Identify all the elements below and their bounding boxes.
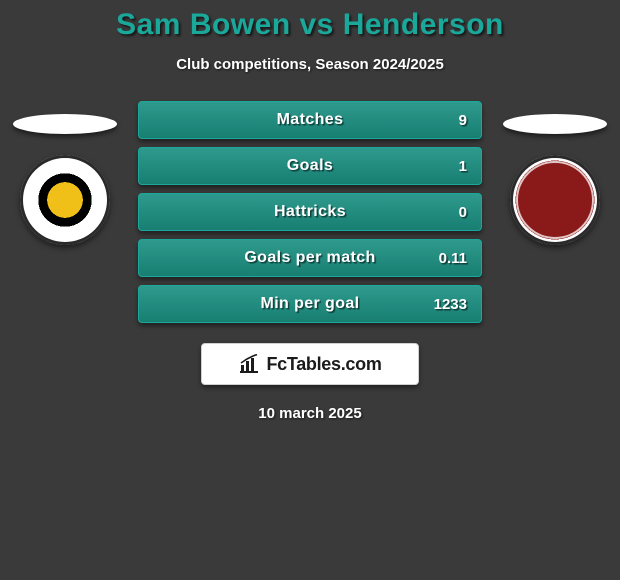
left-player-ellipse <box>13 114 117 134</box>
main-row: Matches 9 Goals 1 Hattricks 0 Goals per … <box>0 101 620 323</box>
right-team-badge <box>510 155 600 245</box>
stat-bar-goals-per-match: Goals per match 0.11 <box>138 239 482 277</box>
stat-label: Goals <box>139 157 481 175</box>
stat-bar-hattricks: Hattricks 0 <box>138 193 482 231</box>
left-ellipse-slot <box>13 101 117 147</box>
date-text: 10 march 2025 <box>258 405 361 422</box>
subtitle: Club competitions, Season 2024/2025 <box>176 56 444 73</box>
stat-label: Matches <box>139 111 481 129</box>
right-player-ellipse <box>503 114 607 134</box>
left-team-badge <box>20 155 110 245</box>
stat-bar-matches: Matches 9 <box>138 101 482 139</box>
stat-bar-goals: Goals 1 <box>138 147 482 185</box>
stat-bars: Matches 9 Goals 1 Hattricks 0 Goals per … <box>138 101 482 323</box>
stat-value: 0.11 <box>439 250 467 267</box>
stat-value: 9 <box>459 112 467 129</box>
right-team-col <box>500 101 610 245</box>
stat-value: 0 <box>459 204 467 221</box>
stat-bar-min-per-goal: Min per goal 1233 <box>138 285 482 323</box>
stat-label: Min per goal <box>139 295 481 313</box>
left-team-col <box>10 101 120 245</box>
stat-value: 1 <box>459 158 467 175</box>
stat-value: 1233 <box>434 296 467 313</box>
comparison-card: Sam Bowen vs Henderson Club competitions… <box>0 0 620 422</box>
stat-label: Hattricks <box>139 203 481 221</box>
right-ellipse-slot <box>503 101 607 147</box>
bar-chart-icon <box>238 354 260 374</box>
page-title: Sam Bowen vs Henderson <box>116 8 504 42</box>
brand-name: FcTables.com <box>266 354 381 375</box>
stat-label: Goals per match <box>139 249 481 267</box>
brand-box: FcTables.com <box>201 343 419 385</box>
